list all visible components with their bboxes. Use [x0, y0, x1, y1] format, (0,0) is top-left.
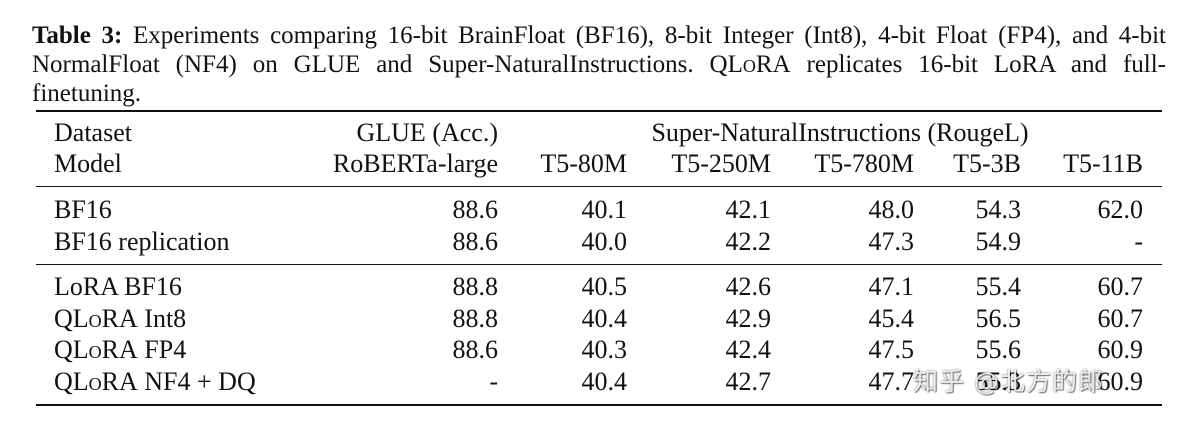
cell-t5-250m: 42.1	[725, 195, 772, 224]
row-model-qlora-nf4-dq: QLoRA NF4 + DQ	[54, 367, 256, 397]
cell-t5-780m: 47.1	[868, 272, 915, 301]
cell-t5-80m: 40.3	[581, 335, 628, 364]
cell-t5-11b: 60.9	[1097, 367, 1144, 396]
cell-t5-780m: 48.0	[868, 195, 915, 224]
cell-glue: -	[489, 367, 498, 396]
watermark-text: 知乎 @北方的郎	[913, 367, 1104, 396]
table-bottom-rule	[36, 404, 1162, 406]
header-roberta-large: RoBERTa-large	[332, 149, 498, 178]
cell-t5-80m: 40.4	[581, 304, 628, 333]
table-top-rule	[36, 110, 1162, 112]
cell-glue: 88.8	[452, 272, 499, 301]
cell-t5-3b: 54.3	[975, 195, 1022, 224]
cell-t5-250m: 42.7	[725, 367, 772, 396]
header-t5-250m: T5-250M	[671, 149, 771, 178]
header-t5-780m: T5-780M	[814, 149, 914, 178]
cell-t5-11b: 62.0	[1097, 195, 1144, 224]
cell-t5-11b: 60.7	[1097, 304, 1144, 333]
cell-t5-3b: 55.6	[975, 335, 1022, 364]
header-t5-80m: T5-80M	[540, 149, 627, 178]
model-lora-smallcaps: LoRA	[72, 304, 138, 333]
model-lora-smallcaps: LoRA	[72, 335, 138, 364]
cell-t5-780m: 47.7	[868, 367, 915, 396]
header-t5-11b: T5-11B	[1063, 149, 1143, 178]
cell-glue: 88.6	[452, 195, 499, 224]
cell-t5-80m: 40.0	[581, 227, 628, 256]
header-t5-3b: T5-3B	[953, 149, 1021, 178]
cell-t5-250m: 42.6	[725, 272, 772, 301]
header-glue: GLUE (Acc.)	[356, 118, 499, 147]
model-lora-smallcaps: LoRA	[72, 367, 138, 396]
row-model-qlora-fp4: QLoRA FP4	[54, 335, 186, 365]
cell-t5-80m: 40.4	[581, 367, 628, 396]
cell-glue: 88.6	[452, 335, 499, 364]
model-prefix: Q	[54, 367, 73, 396]
row-model-bf16-replication: BF16 replication	[54, 227, 230, 256]
cell-t5-250m: 42.2	[725, 227, 772, 256]
header-super-natural-instructions: Super-NaturalInstructions (RougeL)	[651, 118, 1029, 147]
cell-t5-80m: 40.5	[581, 272, 628, 301]
cell-t5-3b: 55.3	[975, 367, 1022, 396]
cell-t5-780m: 47.3	[868, 227, 915, 256]
row-model-qlora-int8: QLoRA Int8	[54, 304, 186, 334]
header-model: Model	[54, 149, 122, 178]
header-dataset: Dataset	[54, 118, 132, 147]
row-model-bf16: BF16	[54, 195, 112, 224]
cell-t5-11b: -	[1134, 227, 1143, 256]
cell-t5-80m: 40.1	[581, 195, 628, 224]
cell-t5-780m: 45.4	[868, 304, 915, 333]
cell-t5-780m: 47.5	[868, 335, 915, 364]
cell-t5-11b: 60.7	[1097, 272, 1144, 301]
table-group-rule	[36, 264, 1162, 265]
cell-t5-3b: 56.5	[975, 304, 1022, 333]
cell-glue: 88.8	[452, 304, 499, 333]
model-suffix: FP4	[137, 335, 187, 364]
table-header-rule	[36, 186, 1162, 187]
model-suffix: NF4 + DQ	[137, 367, 256, 396]
cell-t5-3b: 55.4	[975, 272, 1022, 301]
cell-t5-11b: 60.9	[1097, 335, 1144, 364]
cell-t5-3b: 54.9	[975, 227, 1022, 256]
model-prefix: Q	[54, 335, 73, 364]
caption-lora-smallcaps: LoRA	[727, 51, 791, 78]
caption-text-after: replicates 16-bit LoRA and full-finetuni…	[32, 51, 1166, 107]
caption-text-before: Experiments comparing 16-bit BrainFloat …	[32, 22, 1166, 78]
row-model-lora-bf16: LoRA BF16	[54, 272, 182, 301]
cell-t5-250m: 42.4	[725, 335, 772, 364]
caption-label: Table 3:	[32, 22, 123, 49]
cell-glue: 88.6	[452, 227, 499, 256]
table-caption: Table 3: Experiments comparing 16-bit Br…	[32, 21, 1166, 108]
model-suffix: Int8	[137, 304, 187, 333]
cell-t5-250m: 42.9	[725, 304, 772, 333]
model-prefix: Q	[54, 304, 73, 333]
